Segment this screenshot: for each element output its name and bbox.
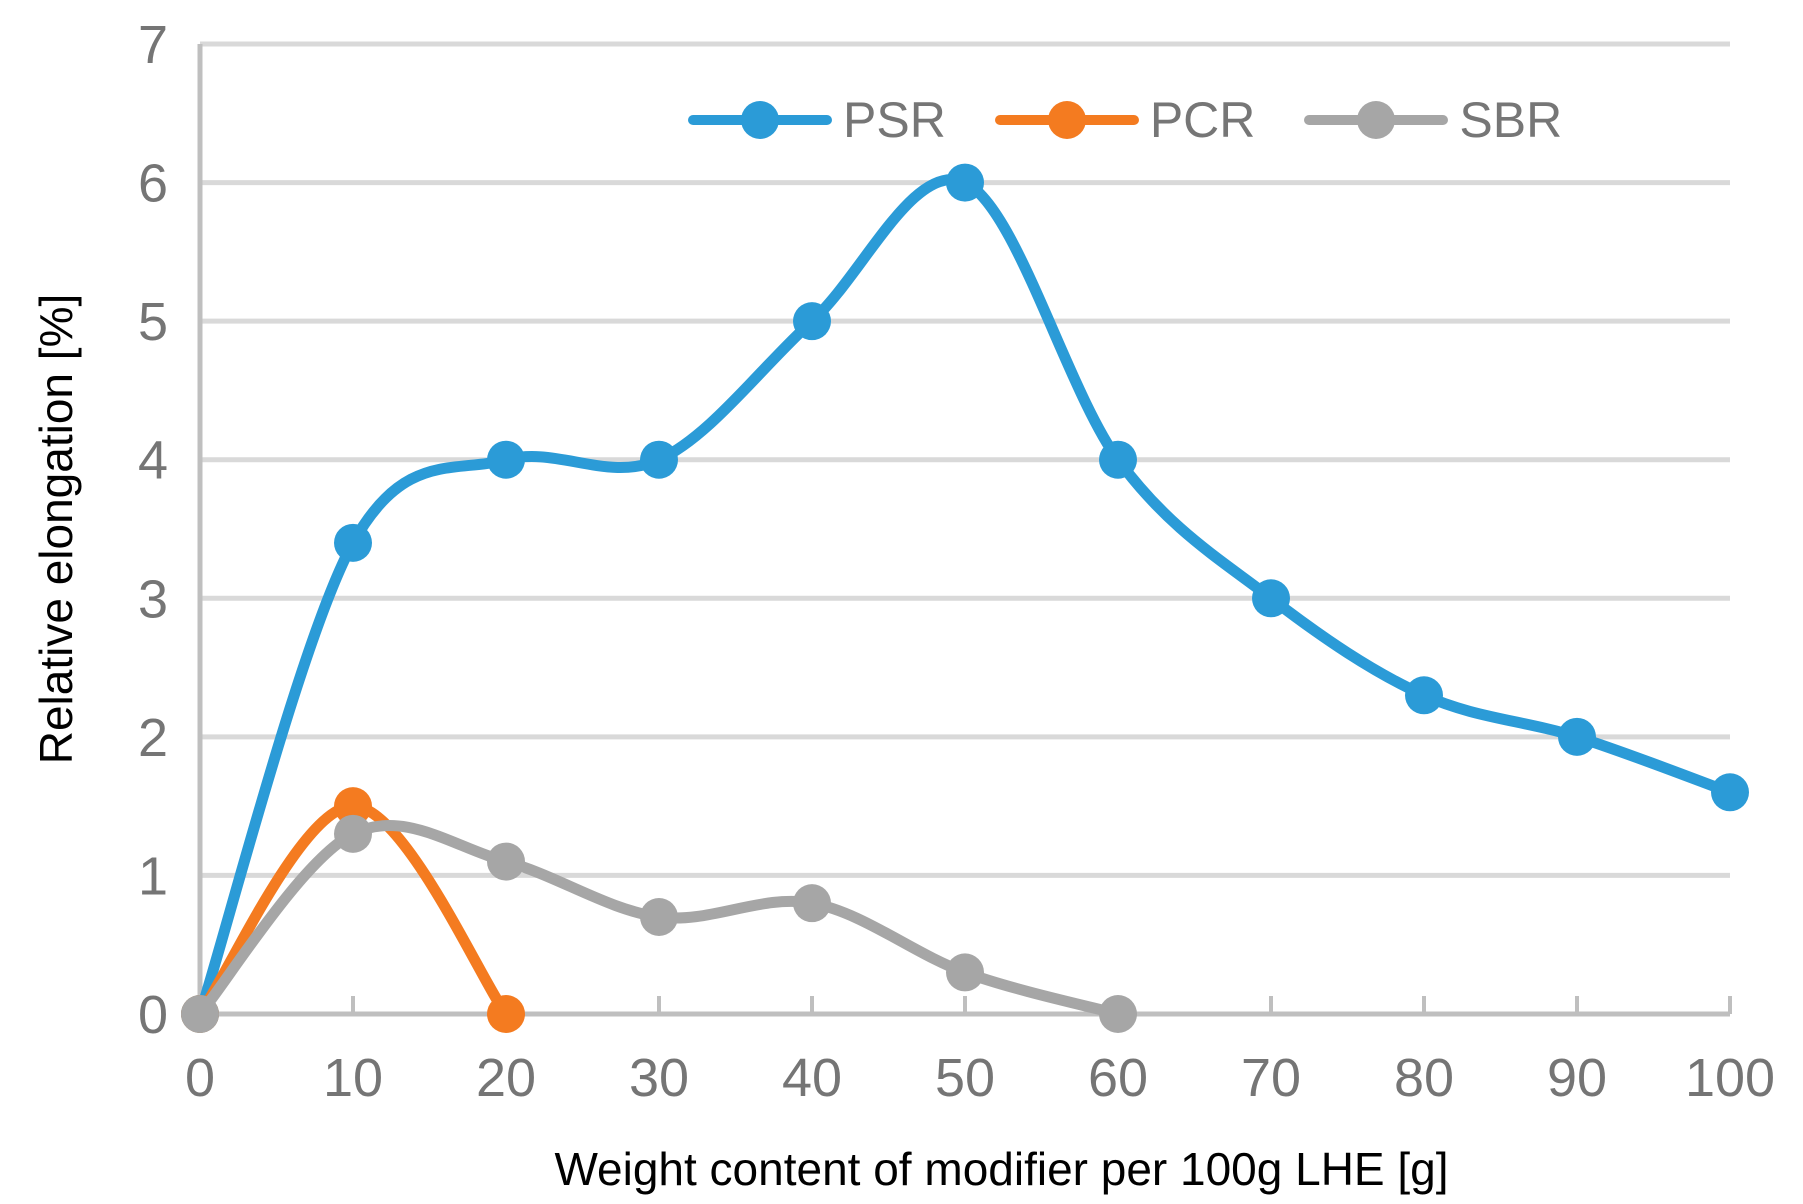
legend-label-pcr: PCR — [1149, 92, 1256, 148]
x-axis-title: Weight content of modifier per 100g LHE … — [554, 1143, 1449, 1195]
svg-text:2: 2 — [138, 708, 168, 768]
chart-legend: PSR PCR SBR — [688, 92, 1563, 148]
svg-text:30: 30 — [629, 1048, 689, 1108]
svg-text:5: 5 — [138, 292, 168, 352]
legend-marker-pcr-icon — [994, 98, 1139, 142]
svg-text:40: 40 — [782, 1048, 842, 1108]
svg-text:20: 20 — [476, 1048, 536, 1108]
svg-text:7: 7 — [138, 15, 168, 75]
svg-text:50: 50 — [935, 1048, 995, 1108]
svg-text:3: 3 — [138, 569, 168, 629]
svg-text:80: 80 — [1394, 1048, 1454, 1108]
legend-label-psr: PSR — [843, 92, 946, 148]
legend-marker-sbr-icon — [1304, 98, 1449, 142]
legend-item-pcr: PCR — [994, 92, 1256, 148]
svg-text:60: 60 — [1088, 1048, 1148, 1108]
legend-marker-psr-icon — [688, 98, 832, 142]
svg-text:4: 4 — [138, 431, 168, 491]
legend-item-psr: PSR — [688, 92, 946, 148]
legend-item-sbr: SBR — [1304, 92, 1563, 148]
svg-text:90: 90 — [1547, 1048, 1607, 1108]
svg-text:0: 0 — [185, 1048, 215, 1108]
legend-label-sbr: SBR — [1459, 92, 1563, 148]
svg-text:1: 1 — [138, 846, 168, 906]
svg-text:100: 100 — [1685, 1048, 1775, 1108]
svg-text:6: 6 — [138, 154, 168, 214]
y-axis-title: Relative elongation [%] — [30, 293, 82, 765]
svg-text:0: 0 — [138, 985, 168, 1045]
svg-text:70: 70 — [1241, 1048, 1301, 1108]
svg-text:10: 10 — [323, 1048, 383, 1108]
